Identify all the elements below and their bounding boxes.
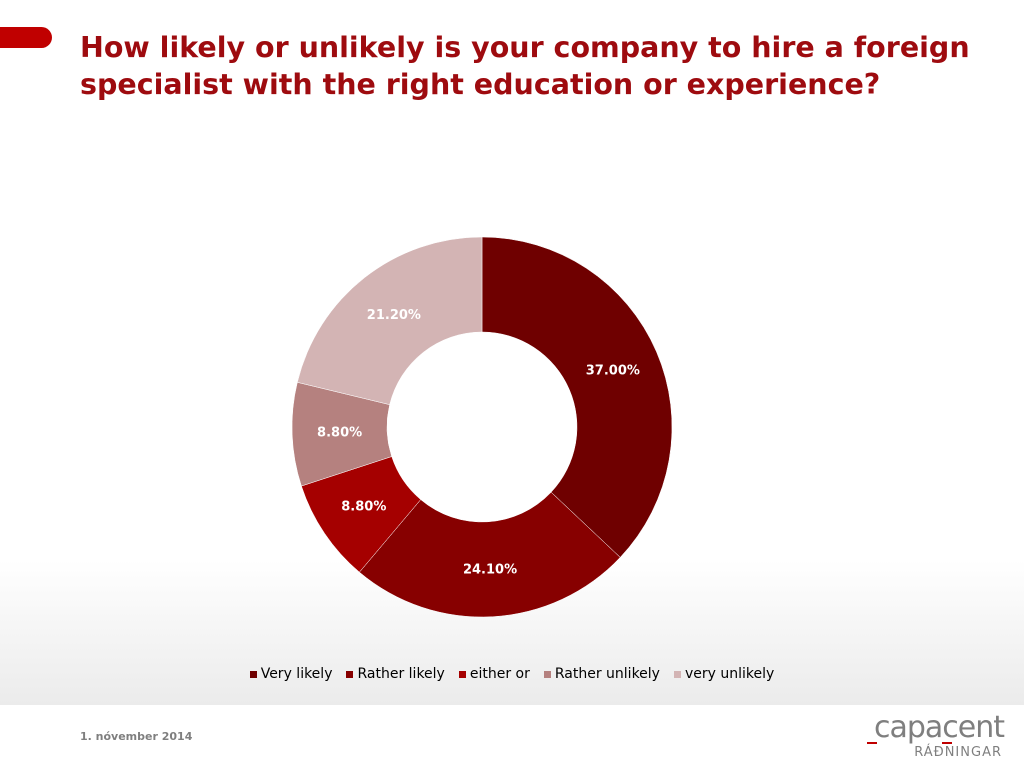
page-title: How likely or unlikely is your company t… bbox=[80, 31, 970, 101]
legend-label: very unlikely bbox=[684, 666, 775, 682]
slice-very-unlikely bbox=[297, 236, 483, 405]
legend-label: Rather unlikely bbox=[554, 666, 660, 682]
logo-accent-mark bbox=[942, 742, 952, 744]
legend-swatch bbox=[673, 670, 681, 678]
legend-item: Rather unlikely bbox=[543, 666, 660, 682]
chart-legend: Very likely Rather likely either or Rather … bbox=[0, 666, 1024, 682]
logo-accent-mark bbox=[867, 742, 877, 744]
legend-swatch bbox=[543, 670, 551, 678]
logo-subtitle: RÁÐNINGAR bbox=[914, 745, 1002, 760]
legend-label: Very likely bbox=[260, 666, 333, 682]
data-label: 8.80% bbox=[341, 500, 386, 515]
legend-label: Rather likely bbox=[357, 666, 445, 682]
slice-very-likely bbox=[481, 236, 673, 558]
legend-swatch bbox=[458, 670, 466, 678]
data-label: 24.10% bbox=[463, 562, 517, 577]
data-label: 8.80% bbox=[317, 426, 362, 441]
slice-rather-likely bbox=[359, 491, 621, 618]
data-label: 21.20% bbox=[367, 308, 421, 323]
accent-tab bbox=[0, 27, 52, 48]
logo-wordmark: capacent bbox=[873, 710, 1005, 745]
legend-item: very unlikely bbox=[673, 666, 775, 682]
chart-data-labels: 37.00% 24.10% 8.80% 8.80% 21.20% bbox=[317, 308, 640, 577]
footer-date: 1. nóvember 2014 bbox=[80, 730, 193, 743]
data-label: 37.00% bbox=[586, 364, 640, 379]
legend-label: either or bbox=[469, 666, 530, 682]
legend-item: either or bbox=[458, 666, 530, 682]
legend-swatch bbox=[346, 670, 354, 678]
chart-slices bbox=[291, 236, 673, 618]
legend-item: Rather likely bbox=[346, 666, 445, 682]
legend-swatch bbox=[249, 670, 257, 678]
legend-item: Very likely bbox=[249, 666, 333, 682]
capacent-logo: capacent RÁÐNINGAR bbox=[864, 710, 1005, 762]
